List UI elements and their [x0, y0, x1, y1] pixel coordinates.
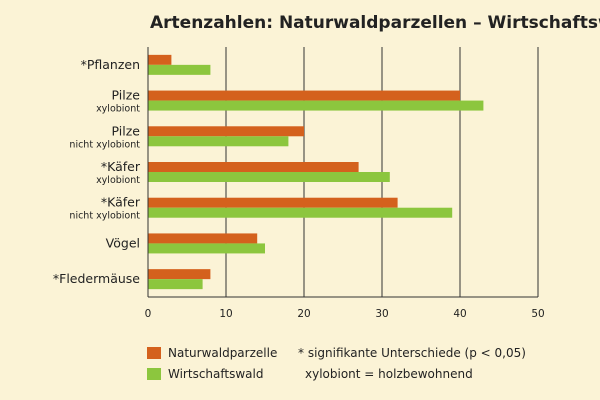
legend-note: xylobiont = holzbewohnend — [305, 367, 473, 381]
category-label: *Käfer — [101, 195, 141, 210]
bar — [148, 126, 304, 137]
bar — [148, 100, 484, 111]
bar — [148, 243, 265, 254]
category-sublabel: xylobiont — [96, 175, 140, 186]
x-tick-label: 10 — [219, 308, 232, 320]
x-tick-label: 50 — [531, 308, 544, 320]
bar — [148, 162, 359, 172]
bar — [148, 197, 398, 208]
category-label: Pilze — [112, 88, 141, 103]
category-sublabel: xylobiont — [96, 104, 140, 115]
category-sublabel: nicht xylobiont — [69, 211, 140, 222]
category-label: Vögel — [106, 235, 140, 250]
category-label: *Fledermäuse — [53, 271, 140, 286]
x-tick-label: 40 — [453, 308, 466, 320]
legend-label: Naturwaldparzelle — [168, 346, 277, 360]
bar — [148, 136, 289, 147]
bar — [148, 279, 203, 290]
bar — [148, 233, 258, 244]
x-tick-label: 0 — [145, 308, 152, 320]
x-tick-labels: 0 10 20 30 40 50 — [145, 308, 545, 320]
bar-layer — [148, 54, 484, 290]
bar — [148, 269, 211, 280]
category-label: *Pflanzen — [81, 57, 140, 72]
bar — [148, 64, 211, 75]
bar — [148, 207, 453, 218]
legend-label: Wirtschaftswald — [168, 367, 263, 381]
category-sublabel: nicht xylobiont — [69, 139, 140, 150]
x-tick-label: 20 — [297, 308, 310, 320]
bar — [148, 54, 172, 65]
legend-swatch — [147, 347, 161, 359]
chart-title: Artenzahlen: Naturwaldparzellen – Wirtsc… — [150, 13, 600, 33]
category-label: *Käfer — [101, 159, 141, 174]
category-label: Pilze — [112, 123, 141, 138]
legend: Naturwaldparzelle Wirtschaftswald * signif… — [147, 346, 526, 381]
bar — [148, 172, 390, 182]
bar — [148, 90, 460, 101]
legend-note: * signifikante Unterschiede (p < 0,05) — [298, 346, 526, 360]
legend-swatch — [147, 368, 161, 380]
x-tick-label: 30 — [375, 308, 388, 320]
